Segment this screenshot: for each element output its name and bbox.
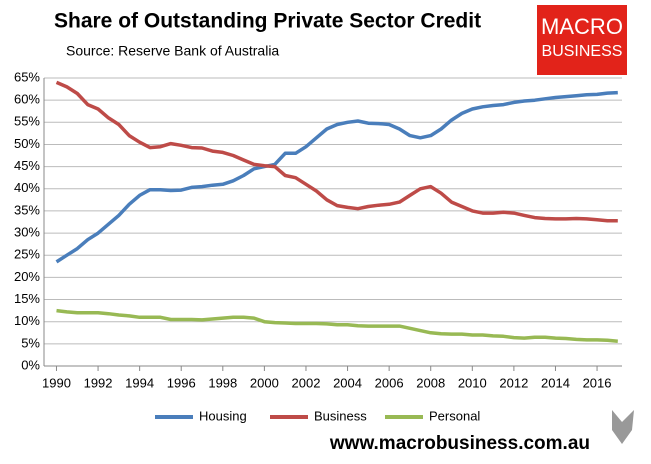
- series-line: [55, 80, 618, 223]
- y-tick-label: 30%: [14, 225, 40, 240]
- y-tick-label: 50%: [14, 136, 40, 151]
- series-line: [55, 90, 618, 264]
- x-tick-label: 1998: [208, 375, 237, 390]
- y-tick-label: 5%: [21, 335, 40, 350]
- y-tick-label: 10%: [14, 313, 40, 328]
- x-tick-label: 2000: [250, 375, 279, 390]
- x-tick-label: 1994: [125, 375, 154, 390]
- y-tick-label: 20%: [14, 269, 40, 284]
- logo-text: MACRO: [541, 14, 623, 39]
- x-tick-label: 2002: [292, 375, 321, 390]
- x-tick-label: 2006: [375, 375, 404, 390]
- legend-label: Personal: [429, 408, 480, 423]
- logo-icon: [612, 410, 634, 444]
- x-tick-label: 1992: [84, 375, 113, 390]
- chart-title: Share of Outstanding Private Sector Cred…: [54, 10, 481, 33]
- x-tick-label: 2016: [583, 375, 612, 390]
- y-tick-label: 15%: [14, 291, 40, 306]
- logo-text: BUSINESS: [542, 43, 623, 60]
- x-tick-label: 2012: [499, 375, 528, 390]
- x-tick-label: 2008: [416, 375, 445, 390]
- y-tick-label: 65%: [14, 69, 40, 84]
- y-tick-label: 35%: [14, 202, 40, 217]
- y-tick-label: 25%: [14, 247, 40, 262]
- x-tick-label: 2004: [333, 375, 362, 390]
- x-tick-label: 1996: [167, 375, 196, 390]
- x-tick-label: 2014: [541, 375, 570, 390]
- y-tick-label: 60%: [14, 92, 40, 107]
- chart-subtitle: Source: Reserve Bank of Australia: [66, 43, 279, 59]
- x-tick-label: 2010: [458, 375, 487, 390]
- legend-label: Business: [314, 408, 367, 423]
- series-line: [56, 308, 618, 343]
- y-tick-label: 55%: [14, 114, 40, 129]
- y-tick-label: 0%: [21, 357, 40, 372]
- y-tick-label: 45%: [14, 158, 40, 173]
- logo-box: [537, 5, 627, 75]
- x-tick-label: 1990: [42, 375, 71, 390]
- y-tick-label: 40%: [14, 180, 40, 195]
- legend-label: Housing: [199, 408, 247, 423]
- footer-url: www.macrobusiness.com.au: [329, 433, 590, 454]
